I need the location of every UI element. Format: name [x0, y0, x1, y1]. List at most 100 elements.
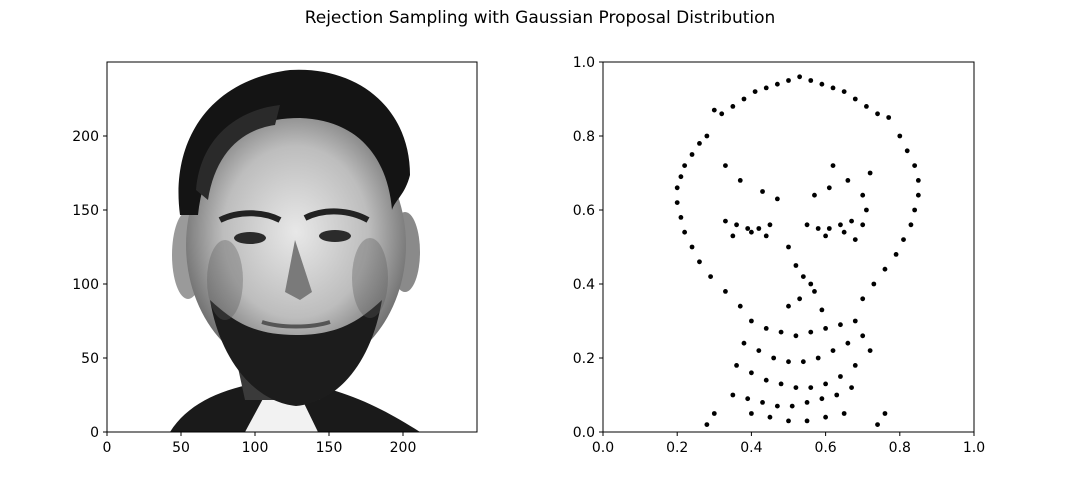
x-tick-label: 100 [242, 440, 269, 456]
figure-title: Rejection Sampling with Gaussian Proposa… [304, 8, 776, 28]
scatter-point [823, 326, 828, 331]
scatter-point [793, 263, 799, 268]
scatter-point [708, 274, 713, 279]
scatter-point [711, 411, 717, 416]
scatter-point [737, 178, 743, 183]
y-tick-label: 50 [81, 351, 99, 367]
y-tick-label: 0 [90, 425, 99, 441]
scatter-point [741, 340, 747, 346]
scatter-point [826, 185, 832, 191]
scatter-point [841, 229, 847, 235]
scatter-point [704, 422, 710, 427]
scatter-point [763, 233, 769, 239]
scatter-axes: 0.0 0.2 0.4 0.6 0.8 1.0 0.0 0.2 0.4 0.6 0.8 1.0 [573, 55, 985, 456]
scatter-point [838, 374, 843, 379]
scatter-point [674, 200, 680, 206]
scatter-point [808, 78, 814, 83]
x-tick-label: 0.6 [814, 440, 836, 456]
y-tick-label: 0.0 [573, 425, 595, 441]
scatter-point [730, 392, 736, 398]
scatter-point [767, 414, 773, 420]
scatter-point [734, 222, 739, 228]
scatter-point [915, 178, 921, 183]
y-tick-label: 0.2 [573, 351, 595, 367]
scatter-point [800, 359, 806, 365]
scatter-point [867, 170, 873, 176]
scatter-point [864, 104, 869, 109]
scatter-point [674, 185, 680, 191]
scatter-point [823, 414, 828, 420]
scatter-point [852, 237, 858, 243]
y-tick-label: 0.6 [573, 203, 595, 219]
scatter-point [875, 111, 880, 117]
scatter-point [682, 163, 688, 169]
scatter-point [860, 222, 866, 228]
scatter-point [763, 85, 769, 91]
scatter-point [786, 244, 791, 250]
x-tick-label: 150 [316, 440, 343, 456]
scatter-point [734, 363, 739, 368]
x-tick-label: 200 [390, 440, 417, 456]
scatter-point [704, 133, 710, 139]
scatter-point [749, 318, 754, 324]
scatter-point [774, 81, 780, 87]
y-tick-label: 200 [72, 129, 99, 145]
scatter-point [852, 363, 858, 368]
x-tick-label: 0 [103, 440, 112, 456]
scatter-point [804, 418, 810, 424]
y-tick-label: 0.8 [573, 129, 595, 145]
scatter-point [849, 385, 854, 390]
scatter-point [871, 281, 877, 287]
scatter-point [886, 115, 892, 120]
scatter-point [830, 348, 836, 353]
scatter-point [723, 289, 728, 294]
x-tick-label: 0.8 [889, 440, 911, 456]
scatter-point [819, 396, 825, 402]
scatter-point [912, 163, 918, 169]
scatter-point [815, 226, 821, 231]
scatter-point [838, 322, 843, 328]
scatter-point [752, 89, 758, 94]
scatter-point [689, 244, 695, 250]
scatter-point [711, 107, 717, 113]
y-tick-label: 150 [72, 203, 99, 219]
scatter-point [745, 226, 751, 231]
scatter-point [912, 207, 918, 213]
scatter-point [915, 192, 921, 198]
scatter-point [812, 192, 817, 198]
scatter-point [852, 96, 858, 102]
scatter-point [808, 385, 814, 390]
scatter-point [800, 274, 806, 279]
scatter-point [786, 359, 791, 365]
scatter-point [860, 296, 866, 302]
x-tick-label: 50 [172, 440, 190, 456]
scatter-point [875, 422, 880, 427]
scatter-point [849, 218, 854, 224]
portrait-axes: 0 50 100 150 200 0 50 100 150 200 [72, 61, 478, 456]
scatter-point [741, 96, 747, 102]
scatter-point [786, 418, 791, 424]
scatter-point [882, 266, 888, 272]
scatter-point [864, 207, 869, 213]
scatter-point [678, 174, 684, 180]
scatter-point [689, 152, 695, 157]
scatter-point [756, 348, 762, 353]
scatter-point [904, 148, 910, 154]
scatter-point [808, 281, 814, 287]
scatter-point [697, 141, 702, 146]
scatter-point [763, 377, 769, 383]
scatter-point [897, 133, 903, 139]
scatter-point [797, 296, 803, 302]
scatter-point [834, 392, 840, 398]
scatter-point [789, 403, 795, 409]
scatter-point [771, 355, 777, 361]
scatter-point [867, 348, 873, 353]
scatter-point [845, 340, 851, 346]
scatter-point [804, 400, 810, 405]
scatter-point [786, 303, 791, 309]
scatter-point [804, 222, 810, 228]
scatter-point [678, 215, 684, 220]
scatter-point [819, 81, 825, 87]
scatter-point [778, 329, 784, 335]
